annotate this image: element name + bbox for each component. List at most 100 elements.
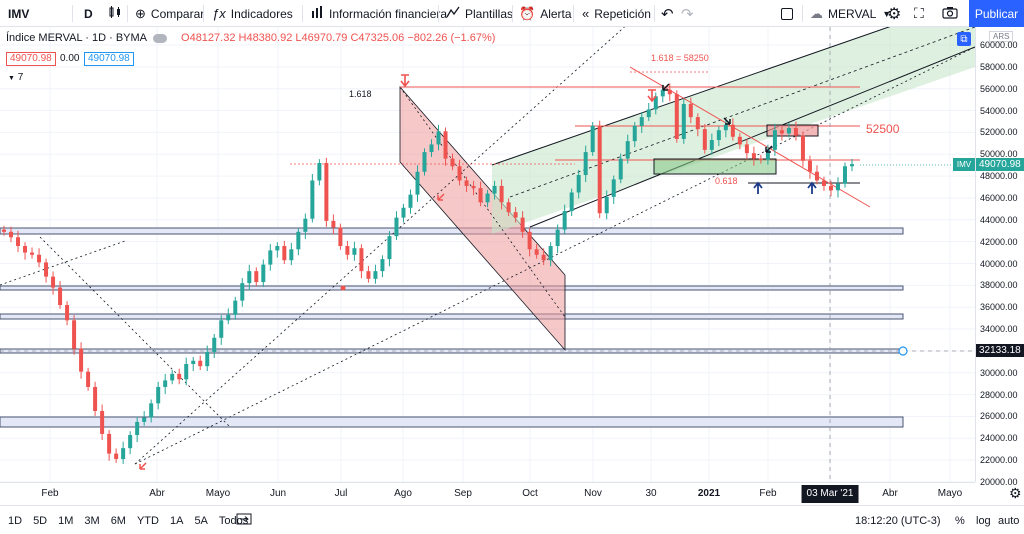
plus-circle-icon: ⊕ [135,5,146,21]
alarm-clock-icon: ⏰ [519,5,536,21]
chart-type-button[interactable] [108,0,127,27]
candle-body [464,180,469,186]
candle-body [261,264,266,283]
financials-button[interactable]: Información financiera [311,0,447,27]
bid-price-box[interactable]: 49070.98 [6,52,56,66]
legend-title[interactable]: Índice MERVAL · 1D · BYMA [6,32,148,44]
candles-icon [108,5,122,22]
layout-button[interactable]: ☁ MERVAL ▼ [810,0,891,27]
templates-icon [446,6,460,21]
templates-label: Plantillas [465,6,514,21]
trend-line[interactable] [134,27,630,465]
range-button-1a[interactable]: 1A [169,514,184,527]
function-icon: ƒx [212,6,226,21]
support-zone[interactable] [0,313,904,320]
log-toggle[interactable]: log [976,514,991,527]
channel-mid-line[interactable] [509,27,975,198]
time-axis-label: Feb [759,488,777,499]
rewind-icon: « [582,6,590,21]
goto-date-button[interactable] [236,506,252,534]
candle-body [779,130,784,134]
crosshair-price-value: 32133.18 [979,345,1021,356]
support-zone[interactable] [0,416,904,428]
top-toolbar: IMV D ⊕ Comparar ƒx Indicadores Informació… [0,0,1024,27]
redo-button[interactable]: ↷ [681,0,694,27]
chart-settings-gear-icon[interactable]: ⚙ [1009,485,1022,501]
maximize-pane-icon[interactable]: ⧉ [957,32,971,46]
candle-body [436,131,441,145]
support-zone[interactable] [0,227,904,235]
candle-body [569,192,574,212]
time-axis-label: Abr [149,488,165,499]
price-axis-label: 36000.00 [980,302,1018,313]
interval-button[interactable]: D [84,0,93,27]
candle-body [800,135,805,161]
publish-button[interactable]: Publicar [969,0,1024,27]
square-icon [781,7,793,20]
symbol-price-tag: IMV [953,158,975,171]
fullscreen-select-button[interactable] [781,0,793,27]
time-axis-label: Mayo [937,488,963,499]
candle-body [58,287,63,306]
price-axis-label: 60000.00 [980,40,1018,50]
currency-label[interactable]: ARS [989,31,1014,42]
price-axis-label: 34000.00 [980,324,1018,335]
auto-toggle[interactable]: auto [998,514,1020,527]
candle-body [100,410,105,434]
channel-lower-line[interactable] [529,46,975,228]
indicators-button[interactable]: ƒx Indicadores [212,0,293,27]
symbol-search[interactable]: IMV [8,0,29,27]
ask-price-box[interactable]: 49070.98 [84,52,134,66]
range-button-6m[interactable]: 6M [110,514,126,527]
compare-button[interactable]: ⊕ Comparar [135,0,204,27]
cloud-icon: ☁ [810,5,823,21]
templates-button[interactable]: Plantillas [446,0,513,27]
candle-body [772,130,777,150]
candle-body [604,196,609,214]
range-button-5d[interactable]: 5D [33,514,48,527]
candle-body [275,246,280,251]
chart-pane[interactable]: 1.618 1.618 = 58250 0.618 52500 Índice M… [0,27,975,482]
candle-body [478,188,483,203]
fullscreen-button[interactable]: ⛶ [914,0,924,27]
candle-body [618,158,623,180]
range-button-3m[interactable]: 3M [84,514,100,527]
chart-canvas[interactable]: 1.618 1.618 = 58250 0.618 52500 [0,27,975,482]
candle-body [576,175,581,193]
replay-button[interactable]: « Repetición [582,0,651,27]
anchor-handle[interactable] [898,346,908,356]
time-axis-label: Nov [584,488,602,499]
time-axis-label: Jul [334,488,348,499]
trend-line[interactable] [39,236,231,428]
arrow-up-icon [753,181,763,194]
clock-label[interactable]: 18:12:20 (UTC-3) [855,514,941,527]
trend-line[interactable] [134,46,975,465]
candle-body [632,125,637,142]
undo-button[interactable]: ↶ [661,0,674,27]
range-button-1d[interactable]: 1D [8,514,23,527]
eye-icon[interactable] [153,33,168,43]
alert-button[interactable]: ⏰ Alerta [519,0,572,27]
range-button-1m[interactable]: 1M [58,514,74,527]
channel-upper-line[interactable] [491,27,975,166]
range-button-5a[interactable]: 5A [194,514,208,527]
time-axis[interactable]: FebAbrMayoJunJulAgoSepOctNov302021FebMar… [0,482,975,505]
settings-button[interactable]: ⚙ [887,0,901,27]
candle-body [268,250,273,265]
candle-body [681,103,686,139]
demand-zone[interactable] [653,158,777,175]
candle-body [142,417,147,422]
support-zone[interactable] [0,285,904,291]
trend-line[interactable] [0,240,126,286]
percent-toggle[interactable]: % [955,514,965,527]
range-button-ytd[interactable]: YTD [136,514,159,527]
candle-body [723,124,728,131]
candle-body [394,217,399,237]
snapshot-button[interactable] [942,0,958,27]
indicators-toggle[interactable]: ▼ 7 [8,72,23,83]
descending-channel[interactable] [399,85,566,352]
candle-body [639,117,644,126]
supply-zone[interactable] [766,124,819,137]
candle-body [611,179,616,197]
price-axis[interactable]: ARS 60000.00 58000.00 56000.00 54000.00 5200… [975,27,1024,487]
